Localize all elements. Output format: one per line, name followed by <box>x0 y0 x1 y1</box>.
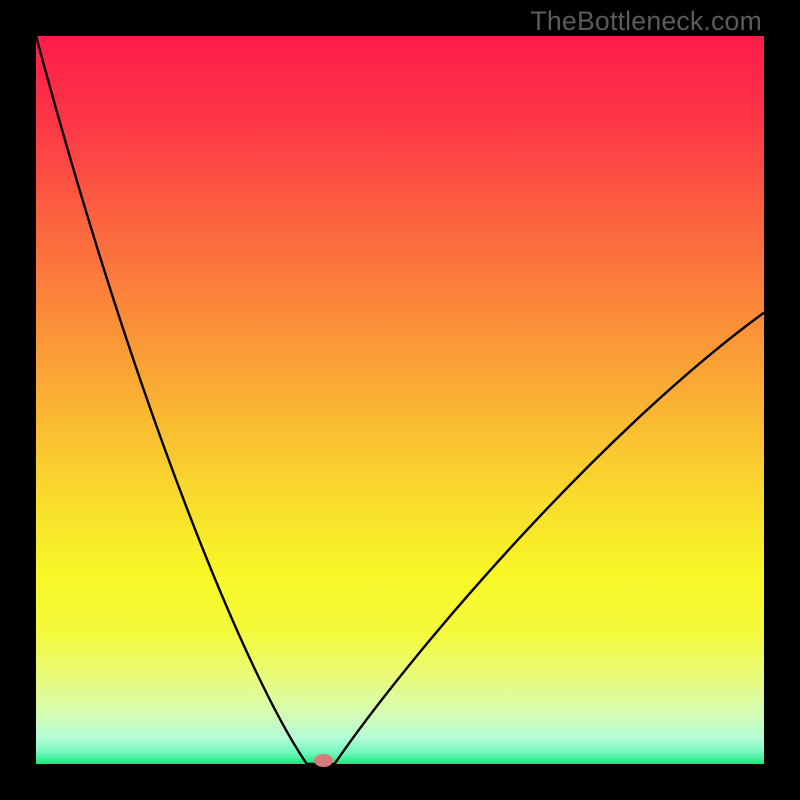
watermark-text: TheBottleneck.com <box>530 6 762 37</box>
chart-frame: TheBottleneck.com <box>0 0 800 800</box>
curve-path <box>36 36 764 764</box>
plot-area <box>36 36 764 764</box>
bottleneck-curve <box>36 36 764 764</box>
minimum-marker <box>314 754 333 767</box>
